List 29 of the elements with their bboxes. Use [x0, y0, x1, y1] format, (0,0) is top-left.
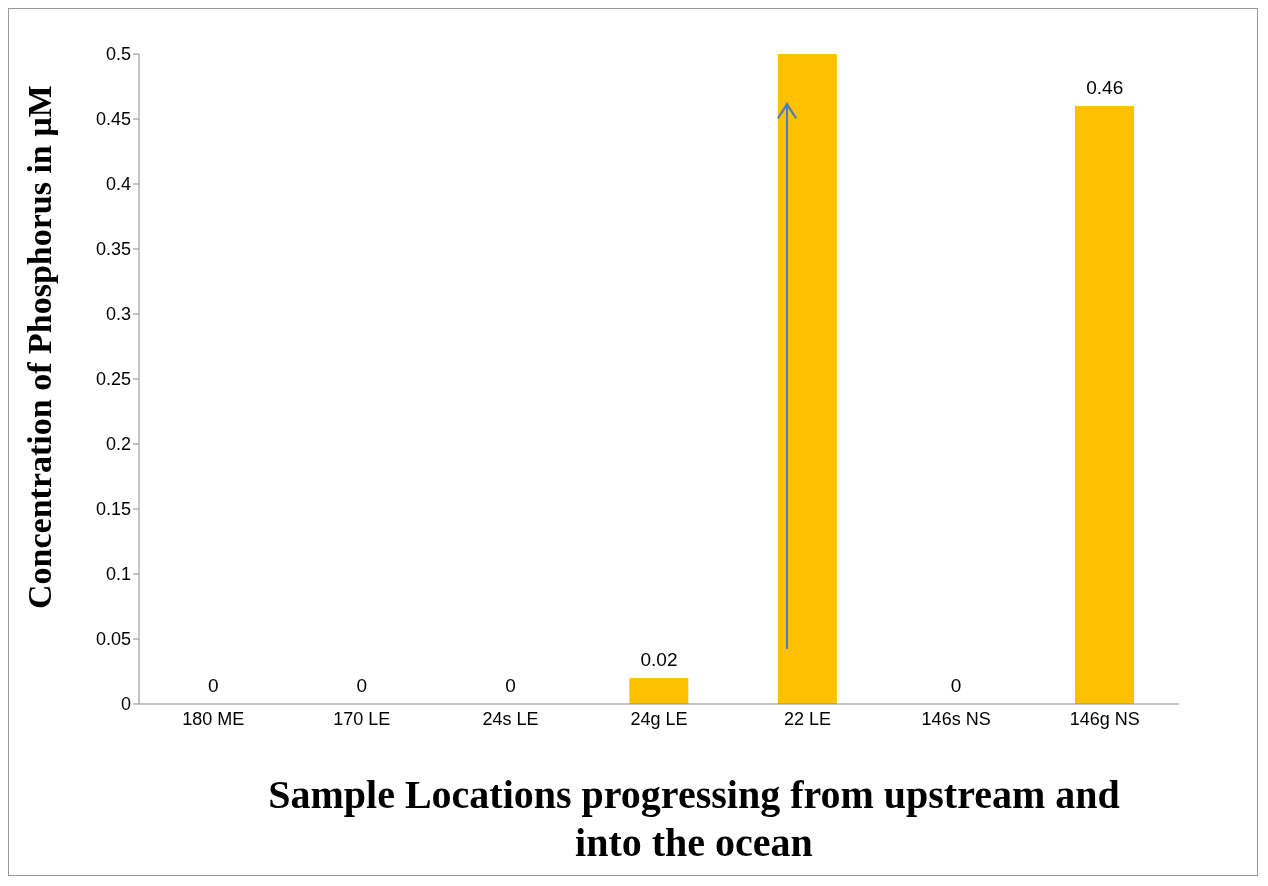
- y-tick-label: 0.25: [95, 369, 131, 390]
- y-tick-label: 0.4: [105, 174, 131, 195]
- x-axis-title: Sample Locations progressing from upstream and into the ocean: [267, 771, 1121, 867]
- data-label: 0.02: [640, 649, 678, 670]
- data-label: 0: [505, 675, 516, 696]
- data-label: 0: [950, 675, 962, 696]
- y-tick-label: 0: [120, 694, 131, 715]
- y-tick-label: 0.1: [105, 564, 131, 585]
- y-tick-label: 0.15: [95, 499, 131, 520]
- x-tick-label: 170 LE: [333, 708, 391, 729]
- bar: [777, 54, 837, 704]
- y-tick-label: 0.45: [95, 109, 131, 130]
- y-tick-label: 0.5: [105, 44, 131, 65]
- y-tick-label: 0.35: [95, 239, 131, 260]
- y-tick-label: 0.2: [105, 434, 131, 455]
- x-tick-label: 24g LE: [630, 708, 688, 729]
- x-tick-label: 180 ME: [182, 708, 245, 729]
- x-tick-label: 22 LE: [784, 708, 832, 729]
- data-label: 0: [356, 675, 368, 696]
- bar: [1075, 106, 1134, 704]
- y-axis-title: Concentration of Phosphorus in µM: [21, 85, 59, 609]
- y-tick-label: 0.3: [105, 304, 131, 325]
- x-tick-label: 146g NS: [1069, 708, 1140, 729]
- x-tick-label: 24s LE: [482, 708, 539, 729]
- data-label: 0: [208, 675, 219, 696]
- bar: [629, 678, 689, 704]
- data-label: 0.46: [1086, 77, 1124, 98]
- y-tick-label: 0.05: [95, 629, 131, 650]
- x-tick-label: 146s NS: [921, 708, 991, 729]
